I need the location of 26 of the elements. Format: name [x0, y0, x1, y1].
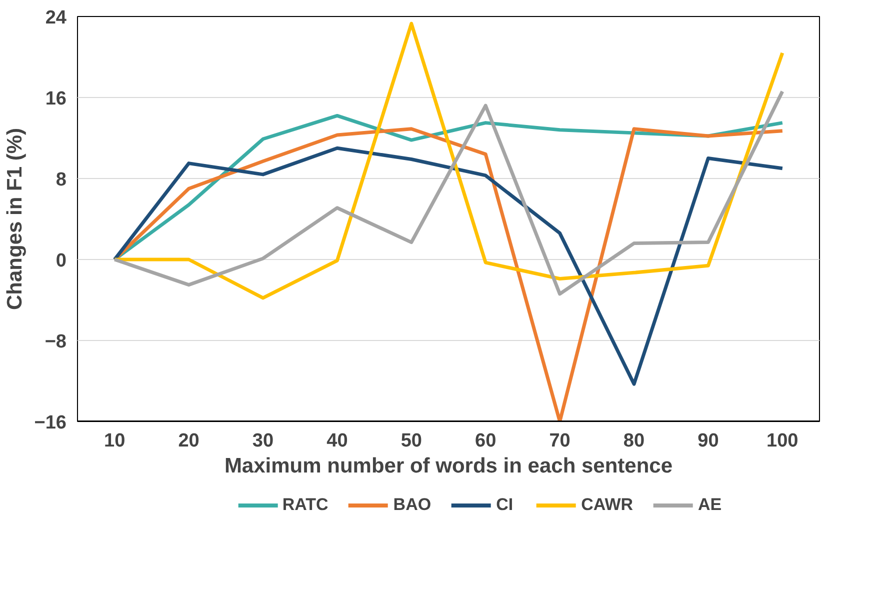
y-axis-title: Changes in F1 (%): [3, 128, 26, 310]
y-tick-label: 0: [56, 250, 67, 272]
y-tick-label: −8: [44, 332, 67, 352]
legend-label: CI: [496, 495, 514, 515]
x-tick-label: 90: [698, 430, 719, 452]
legend-label: BAO: [393, 495, 432, 515]
x-tick-label: 20: [178, 430, 200, 452]
x-tick-label: 100: [766, 430, 798, 452]
x-tick-label: 70: [549, 430, 570, 452]
line-series: [112, 90, 784, 296]
x-tick-label: 40: [326, 430, 348, 452]
legend-label: AE: [698, 495, 722, 515]
line-series: [112, 22, 784, 300]
x-tick-label: 10: [104, 430, 126, 452]
x-tick-label: 80: [623, 430, 645, 452]
y-tick-label: 8: [56, 170, 67, 190]
x-tick-label: 30: [252, 430, 274, 452]
y-tick-label: −16: [34, 412, 67, 434]
y-tick-label: 16: [45, 88, 67, 110]
legend-label: CAWR: [581, 495, 634, 515]
x-axis-title: Maximum number of words in each sentence: [224, 454, 673, 478]
x-tick-label: 50: [400, 430, 422, 452]
x-tick-label: 60: [475, 430, 496, 452]
legend-label: RATC: [282, 495, 328, 515]
line-series: [112, 146, 784, 386]
y-tick-label: 24: [45, 8, 67, 28]
